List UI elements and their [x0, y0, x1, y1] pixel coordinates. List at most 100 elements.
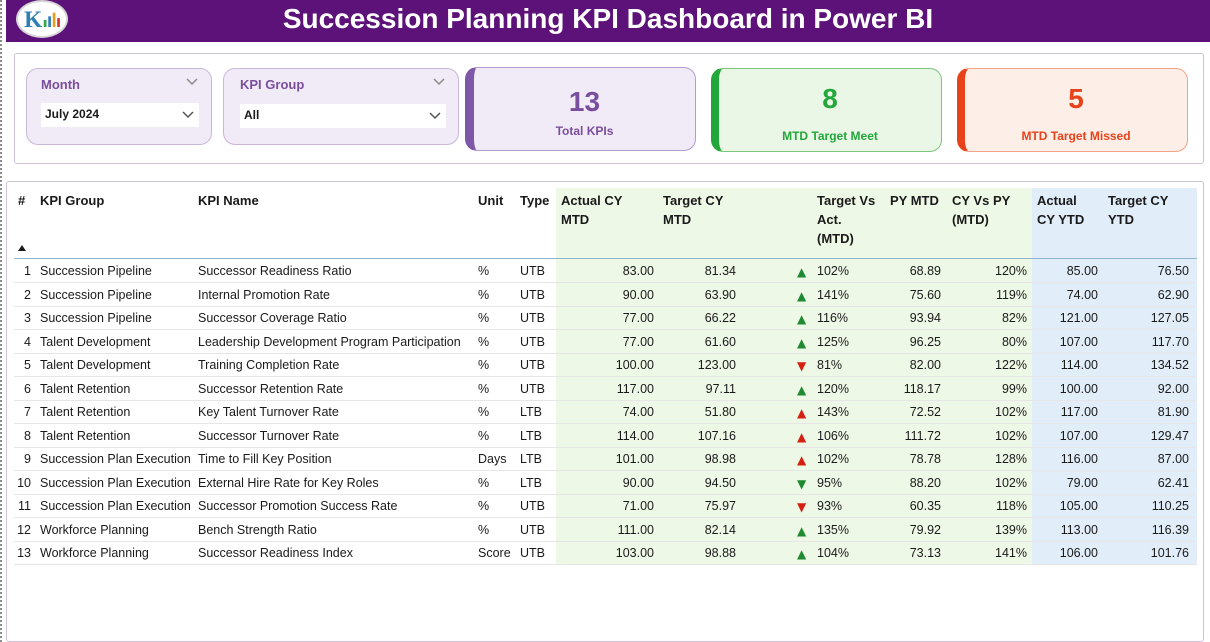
cell-actual-cy-ytd: 117.00: [1060, 405, 1098, 419]
kpi-group-dropdown[interactable]: All: [240, 104, 446, 128]
cell-target-cy-mtd: 94.50: [704, 475, 736, 490]
cell-num: 2: [24, 287, 31, 302]
table-row[interactable]: 5 Talent Development Training Completion R…: [14, 354, 1197, 377]
cell-type: UTB: [520, 358, 545, 372]
table-row[interactable]: 3 Succession Pipeline Successor Coverage R…: [14, 307, 1197, 330]
cell-target-cy-ytd: 76.50: [1157, 264, 1189, 278]
table-row[interactable]: 12 Workforce Planning Bench Strength Ratio…: [14, 519, 1197, 542]
table-row[interactable]: 4 Talent Development Leadership Developmen…: [14, 331, 1197, 354]
chevron-down-icon: [429, 112, 441, 120]
cell-kpi-group: Talent Development: [40, 334, 151, 349]
cell-actual-cy-ytd: 79.00: [1066, 475, 1098, 490]
cell-target-cy-mtd: 75.97: [704, 499, 736, 513]
cell-target-cy-ytd: 129.47: [1150, 428, 1189, 443]
left-border: [0, 0, 6, 642]
cell-kpi-group: Workforce Planning: [40, 546, 149, 560]
cell-target-vs-act: 143%: [817, 405, 849, 419]
cell-actual-cy-mtd: 101.00: [615, 452, 654, 466]
cell-actual-cy-mtd: 103.00: [615, 546, 654, 560]
col-header-actual-cy-mtd-line1: Actual CY: [561, 193, 623, 208]
page-title: Succession Planning KPI Dashboard in Pow…: [282, 3, 934, 34]
cell-cy-vs-py: 122%: [995, 358, 1027, 372]
table-row[interactable]: 1 Succession Pipeline Successor Readiness …: [14, 260, 1197, 283]
cell-target-cy-mtd: 51.80: [704, 405, 736, 419]
cell-target-cy-ytd: 101.76: [1150, 546, 1189, 560]
cell-cy-vs-py: 120%: [995, 264, 1027, 278]
cell-py-mtd: 79.92: [909, 522, 941, 537]
cell-cy-vs-py: 119%: [995, 287, 1027, 302]
cell-kpi-group: Succession Plan Execution: [40, 499, 191, 513]
header-bar: K Succession Planning KPI Dashboard in P…: [6, 0, 1210, 42]
cell-target-cy-ytd: 62.90: [1157, 287, 1189, 302]
cell-actual-cy-mtd: 100.00: [615, 358, 654, 372]
cell-kpi-name: Training Completion Rate: [198, 358, 340, 372]
cell-num: 3: [24, 311, 31, 325]
total-kpis-card: 13 Total KPIs: [465, 67, 696, 151]
col-header-actual-cy-ytd-line2: CY YTD: [1037, 212, 1085, 227]
col-header-target-vs-act-line2: Act.: [817, 212, 842, 227]
cell-type: UTB: [520, 546, 545, 560]
arrow-up-icon: ▲: [797, 288, 807, 303]
cell-kpi-name: Leadership Development Program Participa…: [198, 334, 461, 349]
cell-target-cy-mtd: 97.11: [705, 381, 736, 396]
col-header-unit[interactable]: Unit: [478, 193, 504, 208]
cell-num: 13: [17, 546, 31, 560]
table-row[interactable]: 2 Succession Pipeline Internal Promotion R…: [14, 284, 1197, 307]
cell-num: 1: [24, 264, 31, 278]
col-header-target-cy-mtd[interactable]: Target CY MTD: [663, 191, 723, 229]
cell-target-vs-act: 116%: [817, 311, 849, 325]
table-row[interactable]: 8 Talent Retention Successor Turnover Rate…: [14, 425, 1197, 448]
col-header-type[interactable]: Type: [520, 193, 550, 208]
cell-actual-cy-ytd: 85.00: [1066, 264, 1098, 278]
arrow-up-icon: ▲: [797, 265, 807, 279]
col-header-target-cy-ytd[interactable]: Target CY YTD: [1108, 191, 1168, 229]
mtd-target-meet-card: 8 MTD Target Meet: [711, 68, 942, 152]
sort-ascending-icon[interactable]: [18, 245, 26, 251]
cell-actual-cy-ytd: 116.00: [1060, 452, 1098, 466]
cell-num: 12: [17, 522, 31, 537]
cell-target-cy-ytd: 116.39: [1151, 522, 1189, 537]
cell-kpi-group: Succession Plan Execution: [40, 452, 191, 466]
cell-cy-vs-py: 102%: [995, 405, 1027, 419]
cell-kpi-name: Time to Fill Key Position: [198, 452, 332, 466]
cell-actual-cy-ytd: 105.00: [1059, 499, 1098, 513]
col-header-kpi-group[interactable]: KPI Group: [40, 193, 105, 208]
cell-target-vs-act: 104%: [817, 546, 849, 560]
table-row[interactable]: 9 Succession Plan Execution Time to Fill K…: [14, 448, 1197, 471]
col-header-num[interactable]: #: [18, 193, 26, 208]
mtd-target-missed-label: MTD Target Missed: [1021, 129, 1131, 143]
col-header-py-mtd[interactable]: PY MTD: [890, 193, 939, 208]
col-header-target-cy-mtd-line2: MTD: [663, 212, 692, 227]
cell-kpi-group: Talent Development: [40, 358, 151, 372]
cell-py-mtd: 96.25: [909, 334, 941, 349]
cell-target-cy-mtd: 66.22: [704, 311, 736, 325]
table-row[interactable]: 11 Succession Plan Execution Successor Pro…: [14, 495, 1197, 518]
col-header-target-vs-act[interactable]: Target Vs Act. (MTD): [817, 191, 875, 248]
cell-actual-cy-mtd: 77.00: [622, 311, 654, 325]
kpi-group-slicer[interactable]: KPI Group All: [223, 68, 459, 145]
col-header-actual-cy-ytd[interactable]: Actual CY YTD: [1037, 191, 1084, 229]
cell-target-cy-ytd: 92.00: [1157, 381, 1189, 396]
col-header-cy-vs-py[interactable]: CY Vs PY (MTD): [952, 191, 1010, 229]
table-row[interactable]: 6 Talent Retention Successor Retention Rat…: [14, 378, 1197, 401]
cell-cy-vs-py: 141%: [995, 546, 1027, 560]
mtd-target-missed-card: 5 MTD Target Missed: [957, 68, 1188, 152]
col-header-kpi-name[interactable]: KPI Name: [198, 193, 259, 208]
cell-kpi-name: Internal Promotion Rate: [198, 287, 331, 302]
month-dropdown[interactable]: July 2024: [41, 103, 199, 127]
cell-py-mtd: 111.72: [904, 428, 941, 443]
cell-target-cy-mtd: 107.16: [697, 428, 736, 443]
cell-actual-cy-ytd: 114.00: [1060, 358, 1098, 372]
month-slicer[interactable]: Month July 2024: [26, 68, 212, 145]
cell-actual-cy-mtd: 71.00: [622, 499, 654, 513]
svg-text:K: K: [24, 7, 42, 33]
cell-unit: %: [478, 358, 490, 372]
table-row[interactable]: 10 Succession Plan Execution External Hire…: [14, 472, 1197, 495]
total-kpis-label: Total KPIs: [555, 124, 614, 138]
cell-type: UTB: [520, 287, 545, 302]
col-header-actual-cy-mtd[interactable]: Actual CY MTD: [561, 191, 622, 229]
arrow-up-icon: ▲: [797, 382, 807, 397]
table-row[interactable]: 13 Workforce Planning Successor Readiness …: [14, 542, 1197, 565]
cell-target-cy-ytd: 134.52: [1150, 358, 1189, 372]
table-row[interactable]: 7 Talent Retention Key Talent Turnover Rat…: [14, 401, 1197, 424]
